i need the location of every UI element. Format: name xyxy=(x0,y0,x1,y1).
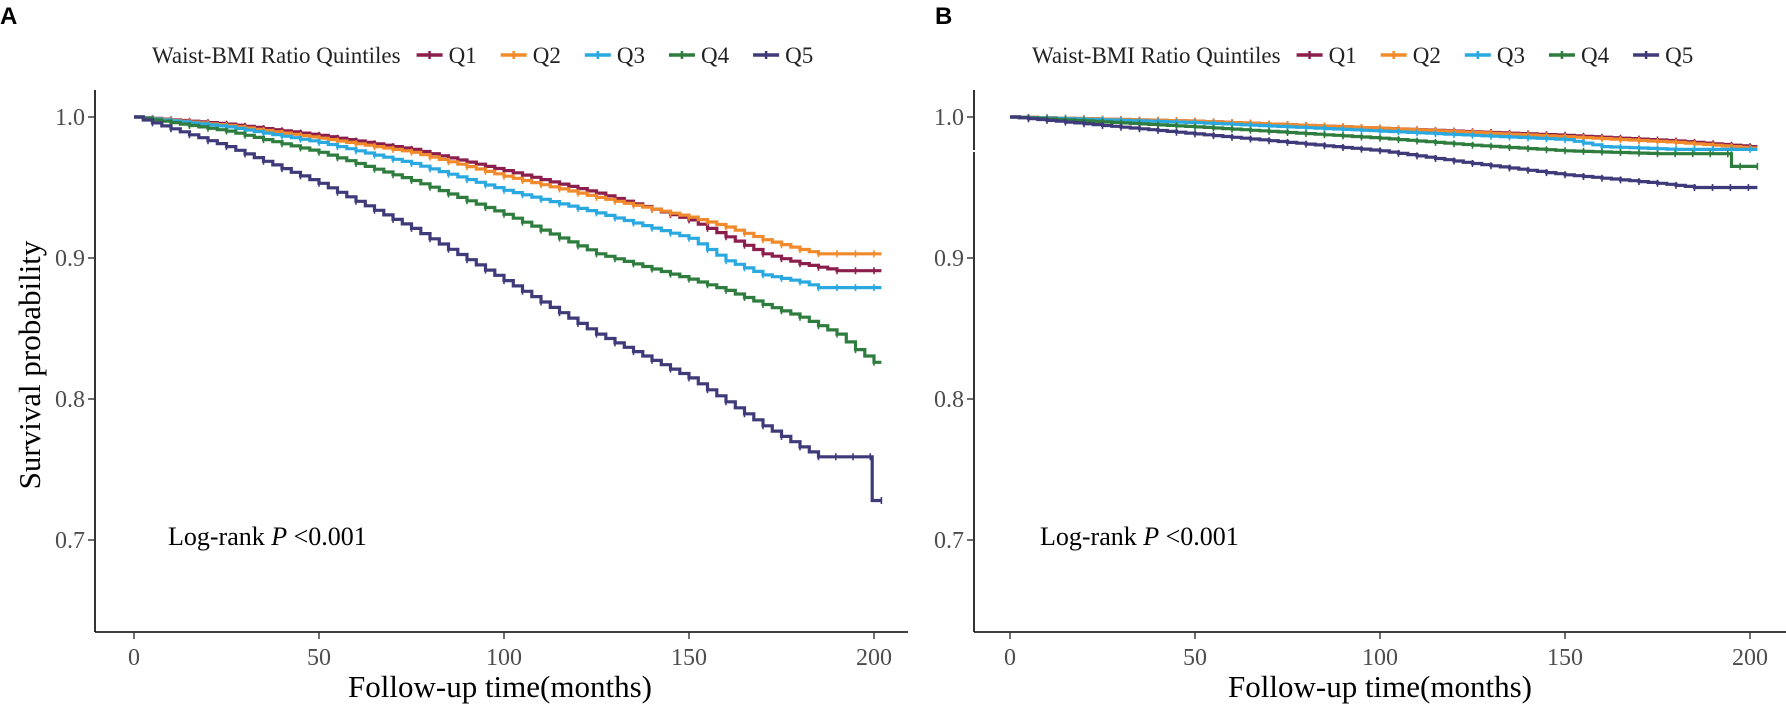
legend-label-q5: Q5 xyxy=(785,43,813,68)
x-axis-title: Follow-up time(months) xyxy=(1228,669,1532,704)
series-q5 xyxy=(1010,115,1758,191)
censor-marks-q5 xyxy=(151,119,883,504)
panel-b: B Waist-BMI Ratio Quintiles Q1 Q2 Q3 Q4 Q5 0 50 1… xyxy=(934,3,1786,704)
legend-title: Waist-BMI Ratio Quintiles xyxy=(1032,43,1281,68)
legend-label-q5: Q5 xyxy=(1665,43,1693,68)
survival-curve-q4 xyxy=(134,115,882,364)
y-tick-label: 0.8 xyxy=(55,387,85,413)
censor-marks-q3 xyxy=(151,115,875,292)
legend-item-q3: Q3 xyxy=(584,43,645,68)
legend-item-q2: Q2 xyxy=(1380,43,1441,68)
y-axis-title: Survival probability xyxy=(12,240,47,489)
y-tick-label: 0.7 xyxy=(55,528,85,554)
y-tick-label: 0.9 xyxy=(934,246,964,272)
series-q3 xyxy=(1010,114,1758,153)
series-q1 xyxy=(134,114,882,275)
x-tick-label: 150 xyxy=(671,645,707,671)
y-tick-label: 0.9 xyxy=(55,246,85,272)
annotation-prefix: Log-rank xyxy=(1040,522,1143,551)
survival-curve-q5 xyxy=(1010,115,1758,190)
x-tick-label: 100 xyxy=(486,645,522,671)
axes: 0 50 100 150 200 0.7 0.8 0.9 1.0 xyxy=(934,90,1786,671)
legend-label-q1: Q1 xyxy=(1329,43,1357,68)
legend-item-q3: Q3 xyxy=(1464,43,1525,68)
legend-title: Waist-BMI Ratio Quintiles xyxy=(152,43,401,68)
panel-a: A Waist-BMI Ratio Quintiles Q1 Q2 Q3 Q4 Q5 0 50 1… xyxy=(0,3,908,704)
legend-label-q2: Q2 xyxy=(533,43,561,68)
annotation-p: P xyxy=(270,522,287,551)
y-tick-label: 0.7 xyxy=(934,528,964,554)
legend-label-q4: Q4 xyxy=(701,43,730,68)
survival-curve-q2 xyxy=(134,115,882,256)
series-q3 xyxy=(134,115,882,292)
log-rank-annotation: Log-rank P <0.001 xyxy=(168,522,367,551)
y-tick-label: 1.0 xyxy=(934,105,964,131)
x-tick-label: 50 xyxy=(1183,645,1207,671)
legend: Waist-BMI Ratio Quintiles Q1 Q2 Q3 Q4 Q5 xyxy=(1032,43,1693,68)
x-tick-label: 50 xyxy=(307,645,331,671)
legend: Waist-BMI Ratio Quintiles Q1 Q2 Q3 Q4 Q5 xyxy=(152,43,813,68)
annotation-suffix: <0.001 xyxy=(1159,522,1239,551)
log-rank-annotation: Log-rank P <0.001 xyxy=(1040,522,1239,551)
legend-item-q5: Q5 xyxy=(1633,43,1693,68)
survival-curve-q1 xyxy=(134,115,882,273)
legend-item-q1: Q1 xyxy=(1296,43,1357,68)
x-tick-label: 0 xyxy=(128,645,140,671)
axes: 0 50 100 150 200 0.7 0.8 0.9 1.0 xyxy=(55,90,908,671)
x-tick-label: 100 xyxy=(1362,645,1398,671)
legend-item-q2: Q2 xyxy=(500,43,561,68)
legend-item-q5: Q5 xyxy=(753,43,813,68)
x-tick-label: 150 xyxy=(1547,645,1583,671)
legend-label-q3: Q3 xyxy=(1497,43,1525,68)
legend-label-q2: Q2 xyxy=(1413,43,1441,68)
annotation-suffix: <0.001 xyxy=(287,522,367,551)
curves xyxy=(1010,113,1759,191)
x-tick-label: 200 xyxy=(1732,645,1768,671)
legend-label-q4: Q4 xyxy=(1581,43,1610,68)
annotation-p: P xyxy=(1142,522,1159,551)
y-tick-label: 1.0 xyxy=(55,105,85,131)
survival-curve-q3 xyxy=(134,115,882,290)
x-tick-label: 0 xyxy=(1004,645,1016,671)
legend-item-q4: Q4 xyxy=(1548,43,1610,68)
legend-label-q1: Q1 xyxy=(449,43,477,68)
series-q5 xyxy=(134,115,883,504)
y-tick-label: 0.8 xyxy=(934,387,964,413)
legend-label-q3: Q3 xyxy=(617,43,645,68)
panel-label: B xyxy=(935,3,952,30)
x-tick-label: 200 xyxy=(856,645,892,671)
series-q4 xyxy=(134,115,882,366)
survival-curve-q5 xyxy=(134,115,882,503)
panel-label: A xyxy=(0,3,17,30)
x-axis-title: Follow-up time(months) xyxy=(348,669,652,704)
series-q4 xyxy=(1010,114,1759,170)
legend-item-q4: Q4 xyxy=(668,43,730,68)
annotation-prefix: Log-rank xyxy=(168,522,271,551)
censor-marks-q5 xyxy=(1027,115,1750,191)
legend-item-q1: Q1 xyxy=(416,43,477,68)
curves xyxy=(134,114,883,504)
